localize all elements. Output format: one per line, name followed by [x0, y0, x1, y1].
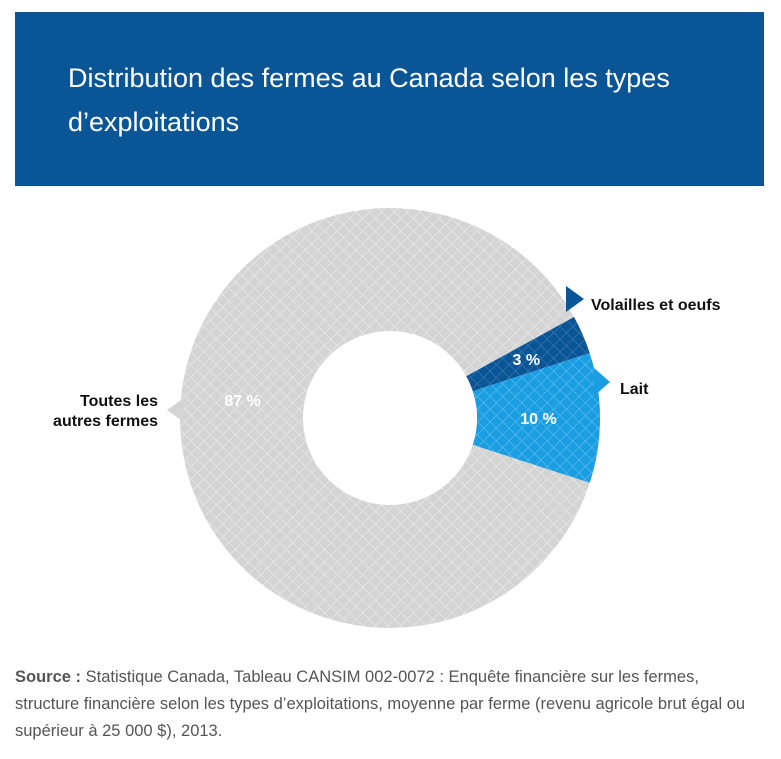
pie-slice-lait — [472, 353, 600, 483]
source-note: Source : Statistique Canada, Tableau CAN… — [15, 664, 767, 745]
pie-slice-volailles-et-oeufs — [466, 316, 590, 392]
category-label-toutes-les-autres-fermes-line-2: autres fermes — [53, 413, 158, 430]
category-label-volailles-et-oeufs: Volailles et oeufs — [591, 297, 721, 314]
source-text: Statistique Canada, Tableau CANSIM 002-0… — [15, 668, 746, 740]
chart-title: Distribution des fermes au Canada selon … — [68, 63, 670, 137]
value-label-volailles-et-oeufs: 3 % — [512, 352, 540, 369]
source-label: Source : — [15, 668, 82, 686]
value-label-lait: 10 % — [520, 411, 556, 428]
value-label-toutes-les-autres-fermes: 87 % — [224, 393, 260, 410]
label-pointer-lait — [594, 368, 610, 396]
donut-chart-svg: 10 % 3 % 87 % Toutes les autres fermes Lait Vo… — [53, 207, 721, 628]
donut-chart: 10 % 3 % 87 % Toutes les autres fermes Lait Vo… — [0, 186, 781, 646]
category-label-lait: Lait — [620, 381, 649, 398]
label-pointer-volailles-et-oeufs — [566, 286, 584, 312]
label-pointer-toutes-les-autres-fermes — [167, 398, 184, 422]
category-label-toutes-les-autres-fermes-line-1: Toutes les — [80, 393, 158, 410]
title-banner: Distribution des fermes au Canada selon … — [15, 12, 764, 186]
pie-slice-toutes-les-autres-fermes — [180, 207, 590, 628]
